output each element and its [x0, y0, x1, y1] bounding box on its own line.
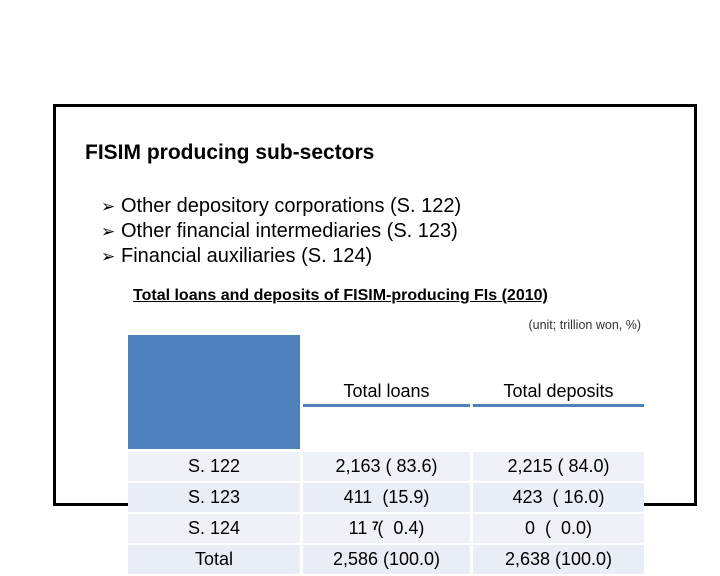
table-unit-note: (unit; trillion won, %): [528, 318, 641, 332]
header-cell-total-deposits: Total deposits: [470, 335, 644, 452]
row-label: S. 122: [128, 452, 300, 483]
table-row: S. 124 11 ( 0.4) 0 ( 0.0): [128, 514, 644, 545]
deposits-value: 423 ( 16.0): [470, 483, 644, 514]
page-number: 7: [372, 519, 379, 533]
table-row: S. 123 411 (15.9) 423 ( 16.0): [128, 483, 644, 514]
loans-value: 2,586 (100.0): [300, 545, 470, 576]
loans-value: 11 ( 0.4): [300, 514, 470, 545]
deposits-value: 2,215 ( 84.0): [470, 452, 644, 483]
header-cell-blank: [128, 335, 300, 452]
bullet-text: Other financial intermediaries (S. 123): [121, 220, 458, 242]
arrow-bullet-icon: ➢: [101, 197, 116, 216]
bullet-list: ➢ Other depository corporations (S. 122)…: [101, 194, 461, 269]
row-label: S. 124: [128, 514, 300, 545]
arrow-bullet-icon: ➢: [101, 247, 116, 266]
deposits-value: 0 ( 0.0): [470, 514, 644, 545]
table-row: Total 2,586 (100.0) 2,638 (100.0): [128, 545, 644, 576]
row-label: S. 123: [128, 483, 300, 514]
table-row: S. 122 2,163 ( 83.6) 2,215 ( 84.0): [128, 452, 644, 483]
bullet-item: ➢ Other financial intermediaries (S. 123…: [101, 219, 461, 244]
loans-value: 411 (15.9): [300, 483, 470, 514]
bullet-item: ➢ Other depository corporations (S. 122): [101, 194, 461, 219]
bullet-text: Other depository corporations (S. 122): [121, 195, 462, 217]
bullet-item: ➢ Financial auxiliaries (S. 124): [101, 244, 461, 269]
slide-heading: FISIM producing sub-sectors: [85, 141, 375, 164]
table-title: Total loans and deposits of FISIM-produc…: [133, 287, 548, 304]
arrow-bullet-icon: ➢: [101, 222, 116, 241]
bullet-text: Financial auxiliaries (S. 124): [121, 245, 373, 267]
loans-value: 2,163 ( 83.6): [300, 452, 470, 483]
row-label: Total: [128, 545, 300, 576]
table-header-row: Total loans Total deposits: [128, 335, 644, 452]
deposits-value: 2,638 (100.0): [470, 545, 644, 576]
header-cell-total-loans: Total loans: [300, 335, 470, 452]
